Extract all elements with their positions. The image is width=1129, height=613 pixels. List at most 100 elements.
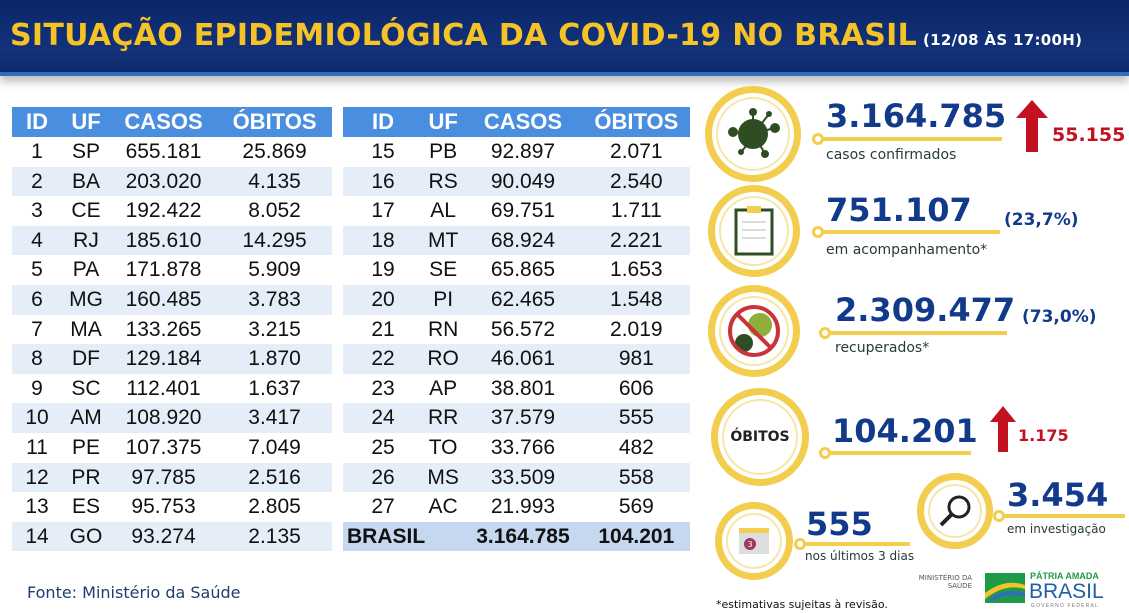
states-table-right: ID UF CASOS ÓBITOS 15 PB 92.897 2.071 16 RS 90.049… (343, 107, 690, 552)
deaths-badge: ÓBITOS (711, 388, 809, 486)
table-cell: 2.135 (217, 521, 332, 552)
table-row: 2 BA 203.020 4.135 (12, 166, 332, 197)
table-cell: BA (62, 166, 110, 197)
table-row: 10 AM 108.920 3.417 (12, 403, 332, 433)
page-title: SITUAÇÃO EPIDEMIOLÓGICA DA COVID-19 NO B… (10, 18, 1082, 53)
table-cell: 4 (12, 225, 62, 256)
table-cell: 38.801 (490, 376, 556, 400)
total-casos: 3.164.785 (463, 521, 583, 552)
brand-top: PÁTRIA AMADA (1030, 571, 1099, 581)
table-cell: 7 (31, 317, 43, 341)
title-bar: SITUAÇÃO EPIDEMIOLÓGICA DA COVID-19 NO B… (0, 0, 1129, 76)
column-header: CASOS (463, 107, 583, 137)
table-cell: RS (423, 166, 464, 197)
brand: BRASIL (1029, 580, 1104, 603)
table-cell: 93.274 (110, 521, 218, 552)
no-virus-icon (708, 285, 800, 377)
table-cell: 33.766 (490, 435, 556, 459)
table-cell: AP (429, 376, 458, 400)
table-cell: 68.924 (463, 225, 583, 256)
flag-swoosh-icon (985, 573, 1025, 603)
table-cell: 3 (31, 199, 43, 223)
table-cell: 482 (618, 435, 654, 459)
table-cell: 56.572 (490, 317, 556, 341)
table-cell: 2.071 (610, 140, 663, 163)
table-cell: 21 (371, 317, 395, 341)
table-cell: 8.052 (248, 199, 301, 223)
table-row: 19 SE 65.865 1.653 (343, 255, 690, 285)
total-label: BRASIL (343, 521, 464, 552)
recovered-label: recuperados* (835, 340, 930, 356)
table-cell: 10 (12, 403, 62, 433)
table-cell: 19 (371, 258, 395, 282)
calendar-number: 3 (747, 540, 752, 549)
table-row: 6 MG 160.485 3.783 (12, 284, 332, 315)
table-cell: 97.785 (110, 462, 218, 493)
table-cell: 981 (582, 344, 690, 374)
brand-sub: GOVERNO FEDERAL (1031, 603, 1100, 609)
column-header: ID (343, 107, 423, 137)
table-cell: AL (430, 199, 456, 223)
table-cell: 192.422 (125, 199, 202, 223)
table-cell: 2 (12, 166, 62, 197)
column-header: UF (62, 107, 110, 137)
table-row: 20 PI 62.465 1.548 (343, 284, 690, 315)
table-cell: 27 (371, 495, 395, 519)
table-cell: 92.897 (490, 140, 556, 163)
table-row: 8 DF 129.184 1.870 (12, 344, 332, 374)
table-cell: PB (429, 140, 458, 163)
table-cell: 12 (12, 462, 62, 493)
virus-icon (705, 86, 801, 182)
table-cell: 606 (618, 376, 654, 400)
table-row: 13 ES 95.753 2.805 (12, 492, 332, 522)
table-row: 17 AL 69.751 1.711 (343, 196, 690, 226)
table-cell: 18 (343, 225, 423, 256)
table-cell: SP (71, 140, 100, 163)
underline (829, 451, 971, 455)
table-cell: 90.049 (463, 166, 583, 197)
table-cell: 21.993 (490, 495, 556, 519)
table-cell: 108.920 (110, 403, 218, 433)
table-cell: 62.465 (463, 284, 583, 315)
table-cell: AC (428, 495, 458, 519)
column-header: CASOS (110, 107, 218, 137)
table-cell: 1.653 (610, 258, 663, 282)
investigation-label: em investigação (1007, 522, 1106, 536)
table-cell: 25.869 (242, 140, 307, 163)
table-cell: 7.049 (248, 435, 301, 459)
table-cell: 5 (31, 258, 43, 282)
table-cell: 5.909 (248, 258, 301, 282)
table-cell: GO (62, 521, 110, 552)
table-cell: 25 (371, 435, 395, 459)
recovered-value: 2.309.477 (835, 291, 1016, 329)
investigation-value: 3.454 (1007, 476, 1109, 514)
table-cell: 16 (343, 166, 423, 197)
table-cell: 2.516 (217, 462, 332, 493)
last3-value: 555 (806, 505, 873, 543)
table-row: 7 MA 133.265 3.215 (12, 315, 332, 345)
table-cell: 3.215 (248, 317, 301, 341)
table-cell: 2.221 (582, 225, 690, 256)
recovered-pct: (73,0%) (1022, 307, 1097, 327)
table-cell: MG (62, 284, 110, 315)
table-cell: 20 (343, 284, 423, 315)
states-table-left: ID UF CASOS ÓBITOS 1 SP 655.181 25.869 2 BA 203.02… (12, 107, 332, 552)
column-header: ID (12, 107, 62, 137)
monitoring-label: em acompanhamento* (826, 242, 988, 258)
table-cell: 4.135 (217, 166, 332, 197)
table-cell: CE (71, 199, 101, 223)
table-cell: PR (62, 462, 110, 493)
table-cell: MA (70, 317, 102, 341)
table-cell: 14 (12, 521, 62, 552)
table-cell: 9 (31, 376, 43, 400)
table-cell: TO (428, 435, 458, 459)
table-cell: 133.265 (125, 317, 202, 341)
table-cell: 14.295 (217, 225, 332, 256)
table-cell: 3.417 (217, 403, 332, 433)
column-header: UF (423, 107, 464, 137)
table-row: 14 GO 93.274 2.135 (12, 521, 332, 552)
table-row: 23 AP 38.801 606 (343, 374, 690, 404)
calendar-icon: 3 (715, 502, 793, 580)
table-row: 27 AC 21.993 569 (343, 492, 690, 522)
table-cell: 112.401 (126, 376, 201, 400)
